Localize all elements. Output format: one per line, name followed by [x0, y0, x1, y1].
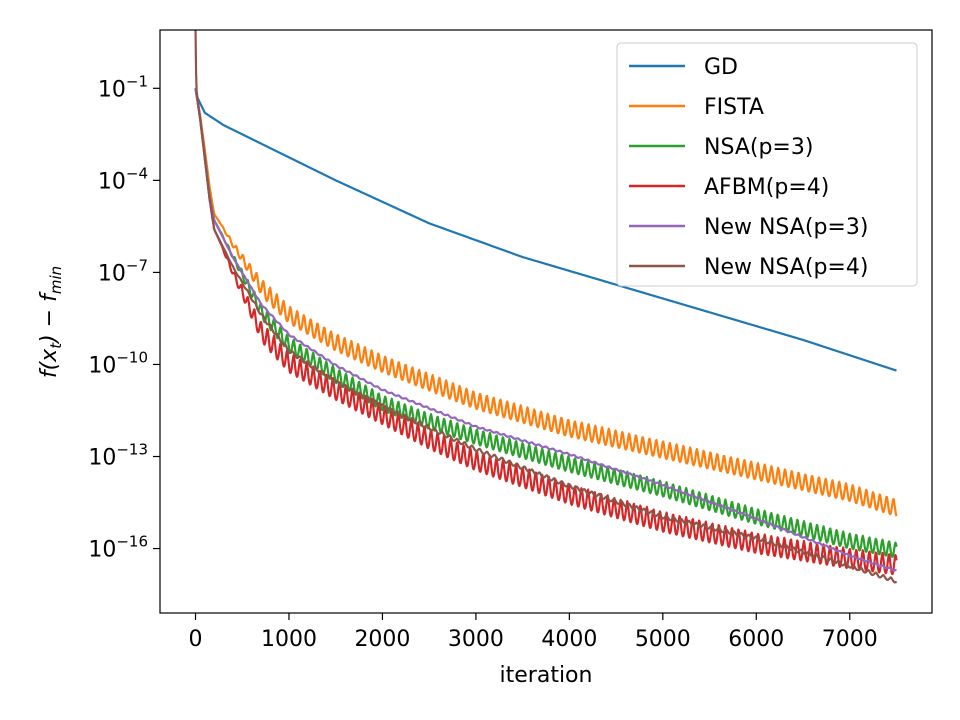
y-axis-label-sub-min: min: [47, 266, 65, 294]
legend-label-new-nsa-p-4: New NSA(p=4): [704, 255, 868, 280]
legend-label-fista: FISTA: [704, 95, 764, 120]
y-tick-label: 10−7: [98, 256, 148, 286]
x-tick-label: 0: [189, 627, 203, 652]
series-line-fista: [194, 88, 898, 517]
y-axis-ticks: 10−1 10−4 10−7 10−10 10−13 10−16: [88, 72, 160, 563]
plot-frame: [159, 29, 933, 614]
x-axis-ticks: 0 1000 2000 3000 4000 5000 6000 7000: [189, 613, 878, 652]
y-axis-label-main: f(x: [37, 348, 62, 378]
svg-text:f(xt) − fmin: f(xt) − fmin: [37, 266, 65, 378]
legend-items: GD FISTA NSA(p=3) AFBM(p=4) New NSA(p=3) New …: [629, 55, 868, 280]
y-tick-label: 10−13: [88, 441, 148, 471]
y-tick-label: 10−10: [88, 348, 148, 378]
x-tick-label: 2000: [354, 627, 410, 652]
y-tick-label: 10−1: [98, 72, 148, 102]
legend: GD FISTA NSA(p=3) AFBM(p=4) New NSA(p=3) New …: [616, 42, 918, 287]
legend-label-nsa-p-3: NSA(p=3): [704, 135, 813, 160]
y-tick-label: 10−4: [98, 164, 148, 194]
y-axis-label-mid: ) − f: [37, 291, 62, 345]
x-tick-label: 6000: [728, 627, 784, 652]
series-line-gd: [194, 88, 897, 372]
x-tick-label: 7000: [822, 627, 878, 652]
legend-box: [616, 42, 918, 287]
x-tick-label: 4000: [541, 627, 597, 652]
series-line-new-nsa-p-3: [194, 88, 897, 572]
legend-label-new-nsa-p-3: New NSA(p=3): [704, 215, 868, 240]
x-tick-label: 3000: [448, 627, 504, 652]
x-tick-label: 1000: [261, 627, 317, 652]
y-axis-label-sub-t: t: [47, 342, 65, 349]
legend-label-afbm-p-4: AFBM(p=4): [704, 175, 829, 200]
series-line-nsa-p-3: [194, 88, 898, 558]
x-axis-label: iteration: [500, 663, 593, 688]
y-axis-label: f(xt) − fmin: [37, 266, 65, 378]
series-line-new-nsa-p-4: [194, 30, 898, 584]
x-tick-label: 5000: [635, 627, 691, 652]
y-tick-label: 10−16: [88, 533, 148, 563]
legend-label-gd: GD: [704, 55, 738, 80]
series-line-afbm-p-4: [194, 88, 898, 575]
series-layer: [194, 30, 898, 584]
